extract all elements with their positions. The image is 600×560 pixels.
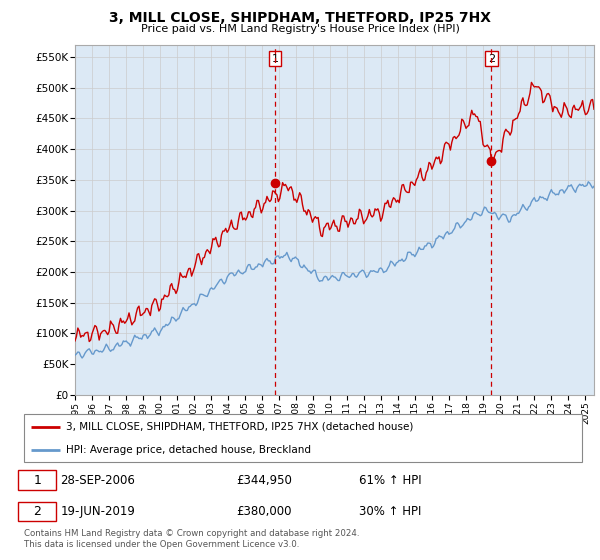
Text: Price paid vs. HM Land Registry's House Price Index (HPI): Price paid vs. HM Land Registry's House … <box>140 24 460 34</box>
Text: 3, MILL CLOSE, SHIPDHAM, THETFORD, IP25 7HX: 3, MILL CLOSE, SHIPDHAM, THETFORD, IP25 … <box>109 11 491 25</box>
Text: Contains HM Land Registry data © Crown copyright and database right 2024.
This d: Contains HM Land Registry data © Crown c… <box>24 529 359 549</box>
Text: 61% ↑ HPI: 61% ↑ HPI <box>359 474 421 487</box>
Text: £344,950: £344,950 <box>236 474 292 487</box>
Text: 2: 2 <box>34 505 41 518</box>
FancyBboxPatch shape <box>19 502 56 521</box>
Text: 1: 1 <box>271 54 278 63</box>
FancyBboxPatch shape <box>19 470 56 490</box>
Text: 28-SEP-2006: 28-SEP-2006 <box>60 474 135 487</box>
Text: HPI: Average price, detached house, Breckland: HPI: Average price, detached house, Brec… <box>66 445 311 455</box>
Text: 19-JUN-2019: 19-JUN-2019 <box>60 505 135 518</box>
Text: 1: 1 <box>34 474 41 487</box>
Text: 3, MILL CLOSE, SHIPDHAM, THETFORD, IP25 7HX (detached house): 3, MILL CLOSE, SHIPDHAM, THETFORD, IP25 … <box>66 422 413 432</box>
Text: 2: 2 <box>488 54 495 63</box>
Text: £380,000: £380,000 <box>236 505 292 518</box>
Text: 30% ↑ HPI: 30% ↑ HPI <box>359 505 421 518</box>
